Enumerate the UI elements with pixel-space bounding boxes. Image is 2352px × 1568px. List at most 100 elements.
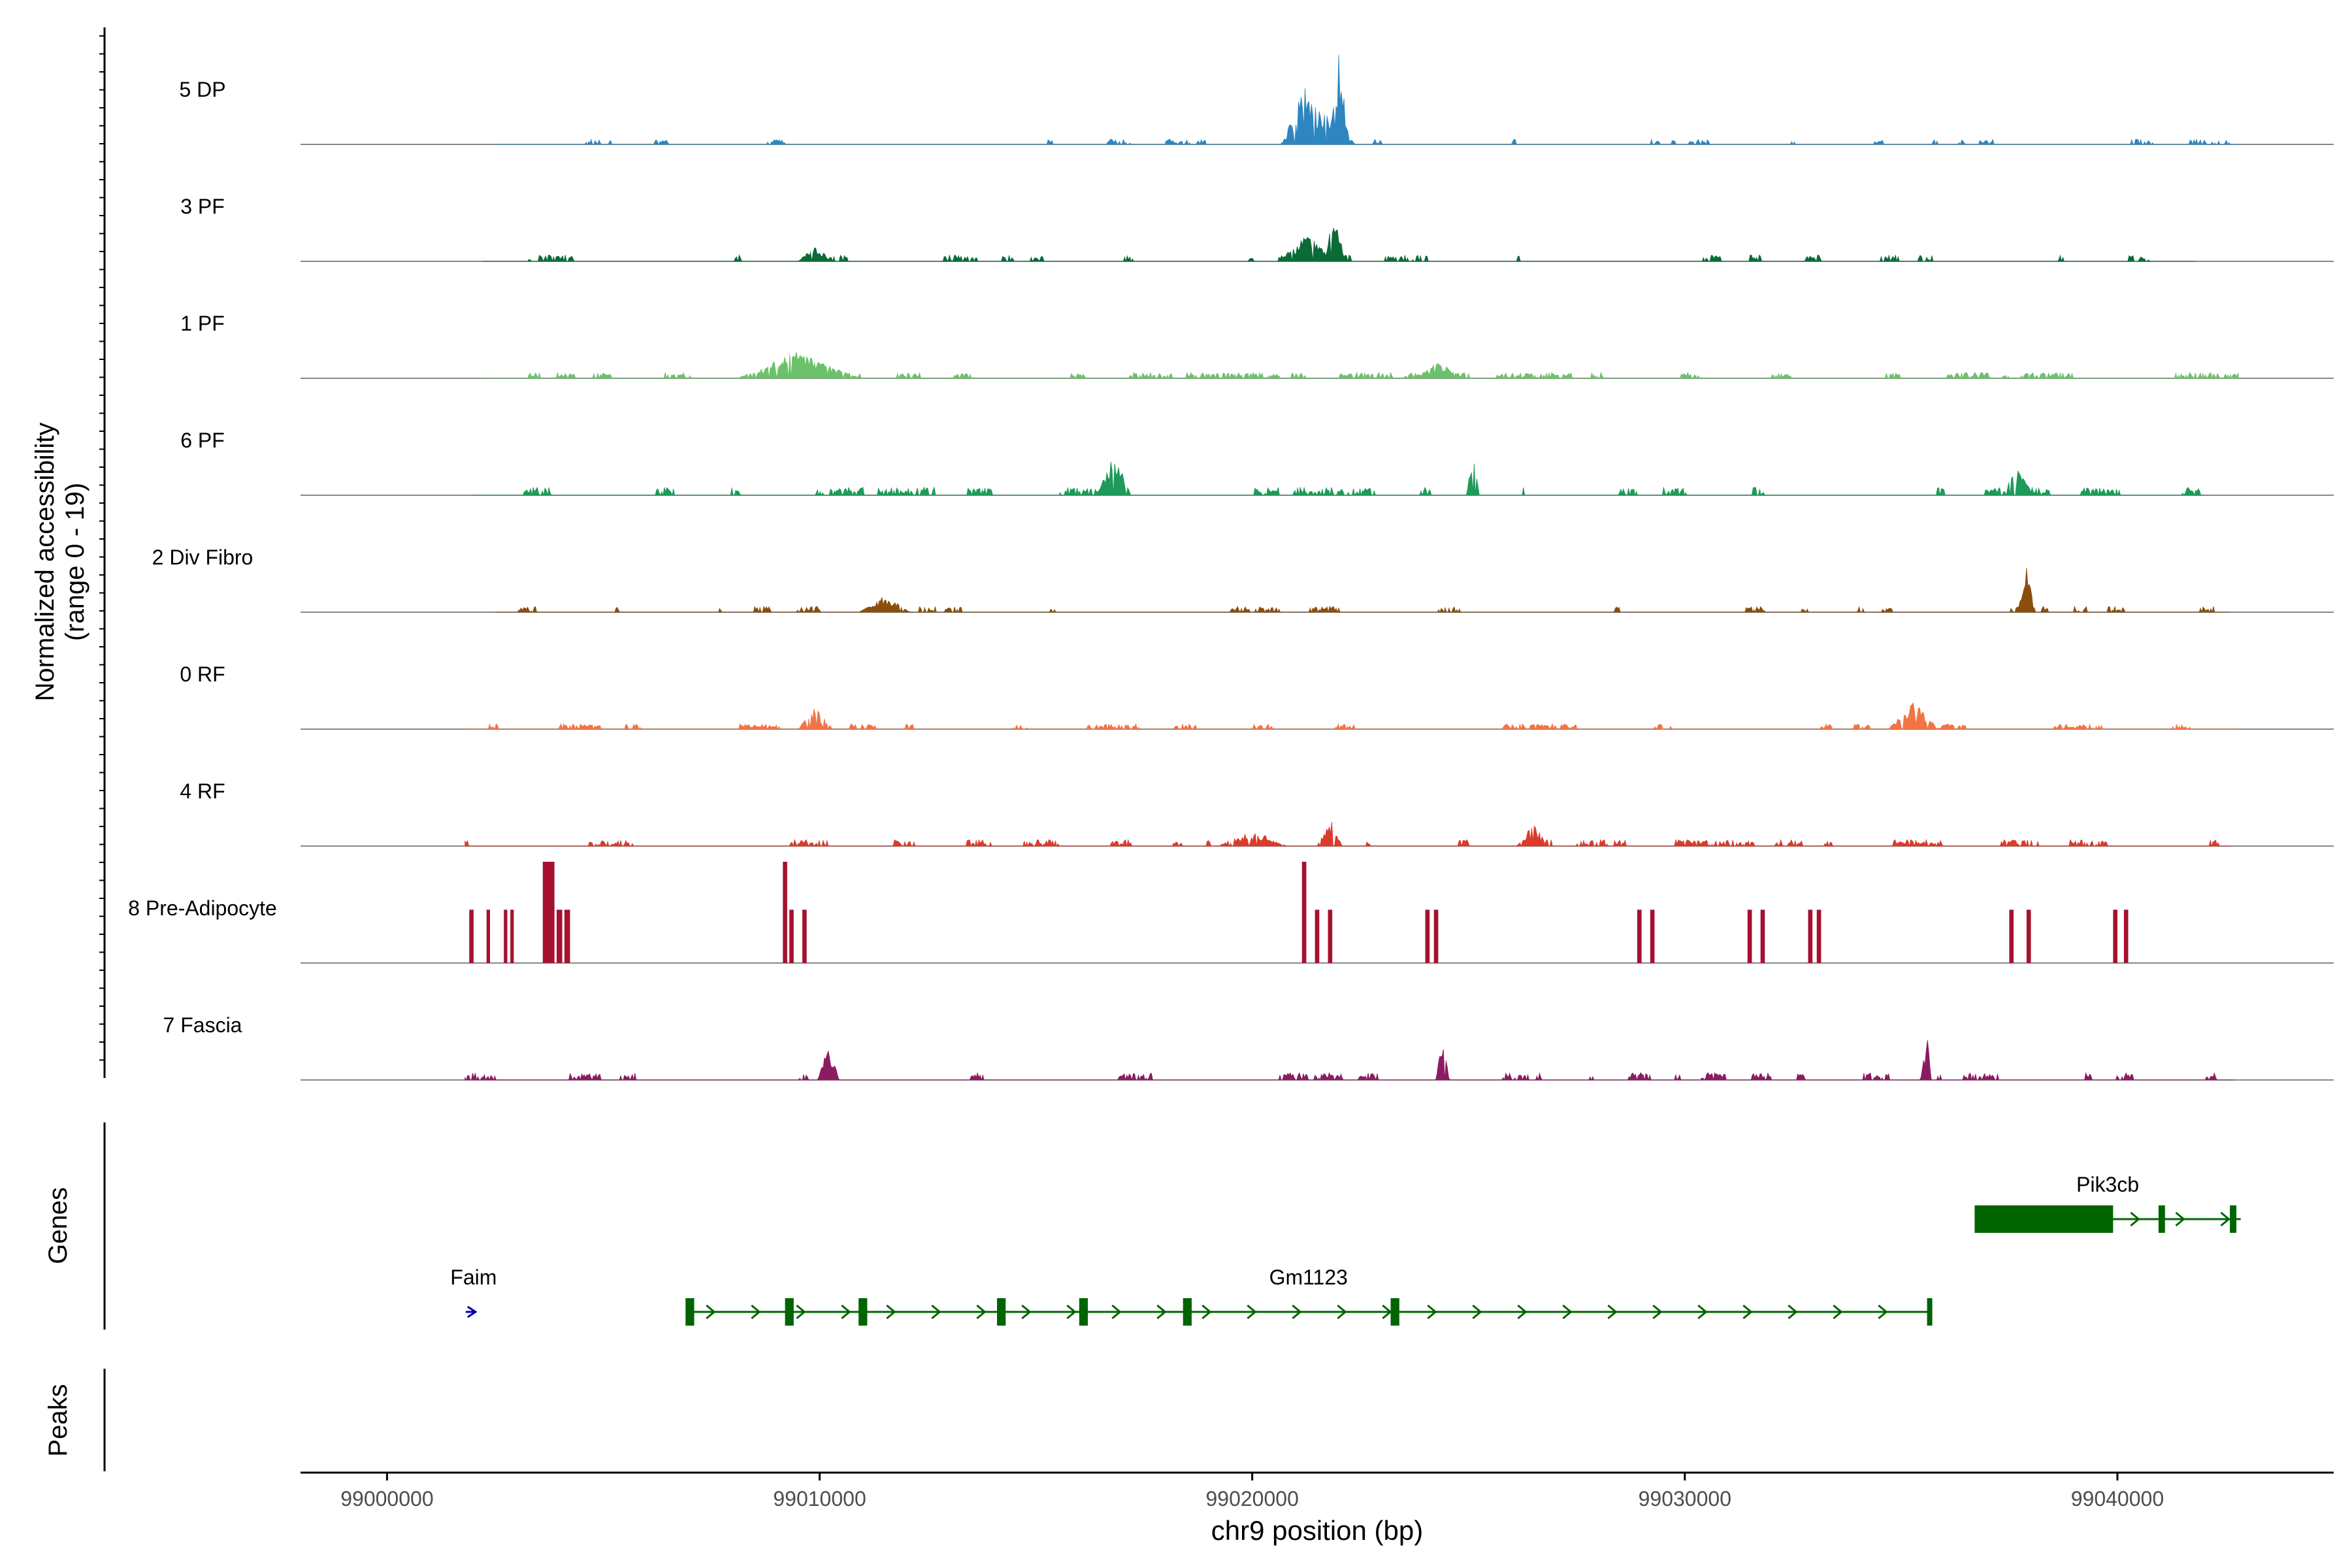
strand-arrow — [1337, 1304, 1347, 1320]
coverage-block — [469, 909, 474, 963]
gene-exon — [997, 1298, 1006, 1326]
track-label-1-pf: 1 PF — [180, 312, 225, 335]
coverage-area — [465, 702, 2239, 730]
coverage-block — [556, 909, 563, 963]
coverage-area — [495, 568, 2230, 613]
strand-arrow — [1247, 1304, 1257, 1320]
coverage-block — [2123, 909, 2129, 963]
coverage-block — [510, 909, 514, 963]
coverage-tracks: 5 DP 3 PF 1 PF 6 PF 2 Div Fibro 0 RF 4 R… — [128, 55, 2334, 1081]
x-axis-label: chr9 position (bp) — [1211, 1515, 1424, 1546]
track-y-axis-label-line2: (range 0 - 19) — [61, 483, 90, 641]
coverage-area — [465, 821, 2230, 847]
gene-exon — [858, 1298, 868, 1326]
strand-arrow — [751, 1304, 761, 1320]
coverage-block — [1816, 909, 1821, 963]
peaks-panel: Peaks — [44, 1369, 106, 1471]
strand-arrow — [1382, 1304, 1392, 1320]
coverage-block — [2026, 909, 2031, 963]
track-7-fascia — [301, 1040, 2334, 1081]
coverage-area — [465, 1040, 2234, 1081]
coverage-area — [482, 227, 2196, 263]
strand-arrow — [1833, 1304, 1843, 1320]
strand-arrow — [1742, 1304, 1753, 1320]
coverage-block — [1328, 909, 1333, 963]
strand-arrow — [1472, 1304, 1482, 1320]
coverage-block — [486, 909, 491, 963]
track-label-4-rf: 4 RF — [180, 779, 225, 803]
strand-arrow — [1788, 1304, 1798, 1320]
coverage-area — [473, 461, 2204, 497]
track-label-3-pf: 3 PF — [180, 195, 225, 218]
strand-arrow — [886, 1304, 896, 1320]
track-label-6-pf: 6 PF — [180, 429, 225, 452]
strand-arrow — [706, 1304, 716, 1320]
strand-arrow — [1878, 1304, 1888, 1320]
coverage-block — [2113, 909, 2117, 963]
coverage-block — [789, 909, 794, 963]
coverage-block — [802, 909, 807, 963]
peaks-y-axis-label: Peaks — [44, 1384, 73, 1456]
genes-panel: Genes Faim Gm1123 Pik3cb — [44, 1122, 2241, 1330]
track-label-7-fascia: 7 Fascia — [163, 1013, 242, 1037]
genes-y-axis-label: Genes — [44, 1187, 73, 1264]
track-label-0-rf: 0 RF — [180, 662, 225, 686]
strand-arrow — [931, 1304, 941, 1320]
gene-gm1123 — [685, 1298, 1933, 1326]
coverage-block — [564, 909, 570, 963]
track-4-rf — [301, 821, 2334, 847]
track-6-pf — [301, 461, 2334, 497]
coverage-block — [1315, 909, 1320, 963]
coverage-block — [1433, 909, 1439, 963]
strand-arrow — [1292, 1304, 1302, 1320]
strand-arrow — [1697, 1304, 1708, 1320]
track-8-pre-adipocyte — [301, 862, 2334, 964]
coverage-block — [1425, 909, 1430, 963]
coverage-block — [1808, 909, 1813, 963]
x-axis: 99000000 99010000 99020000 99030000 9904… — [301, 1471, 2334, 1546]
gene-label-gm1123: Gm1123 — [1269, 1266, 1348, 1289]
gene-exon — [1079, 1298, 1088, 1326]
strand-arrow — [2130, 1211, 2140, 1227]
track-5-dp — [301, 55, 2334, 146]
coverage-block — [1760, 909, 1765, 963]
strand-arrow — [1201, 1304, 1212, 1320]
coverage-block — [1301, 862, 1307, 963]
strand-arrow — [1607, 1304, 1618, 1320]
strand-arrow — [1021, 1304, 1032, 1320]
strand-arrow — [1111, 1304, 1122, 1320]
gene-label-pik3cb: Pik3cb — [2076, 1173, 2139, 1196]
strand-arrow — [1562, 1304, 1573, 1320]
track-0-rf — [301, 702, 2334, 730]
coverage-block — [1637, 909, 1642, 963]
gene-exon — [2230, 1205, 2237, 1233]
track-label-5-dp: 5 DP — [179, 78, 225, 101]
gene-exon — [1183, 1298, 1192, 1326]
x-tick-label: 99020000 — [1205, 1487, 1298, 1511]
gene-faim — [465, 1305, 478, 1318]
track-1-pf — [301, 351, 2334, 380]
coverage-area — [495, 55, 2239, 146]
coverage-block — [1650, 909, 1655, 963]
strand-arrow — [1156, 1304, 1167, 1320]
x-tick-label: 99030000 — [1639, 1487, 1731, 1511]
coverage-block — [2009, 909, 2014, 963]
strand-arrow — [1517, 1304, 1527, 1320]
x-tick-label: 99010000 — [773, 1487, 866, 1511]
strand-arrow — [841, 1304, 851, 1320]
gene-exon — [685, 1298, 694, 1326]
x-tick-label: 99040000 — [2071, 1487, 2164, 1511]
track-2-div-fibro — [301, 568, 2334, 613]
strand-arrow — [2220, 1211, 2230, 1227]
track-y-axis-ticks — [99, 35, 105, 1061]
gene-pik3cb — [1974, 1205, 2241, 1233]
track-3-pf — [301, 227, 2334, 263]
gene-exon — [785, 1298, 794, 1326]
gene-models: Faim Gm1123 Pik3cb — [450, 1173, 2241, 1326]
strand-arrow — [1066, 1304, 1077, 1320]
x-tick-label: 99000000 — [340, 1487, 433, 1511]
gene-exon — [2158, 1205, 2165, 1233]
track-y-axis-label-line1: Normalized accessibility — [31, 423, 59, 702]
coverage-area — [482, 351, 2239, 380]
gene-exon — [1927, 1298, 1933, 1326]
